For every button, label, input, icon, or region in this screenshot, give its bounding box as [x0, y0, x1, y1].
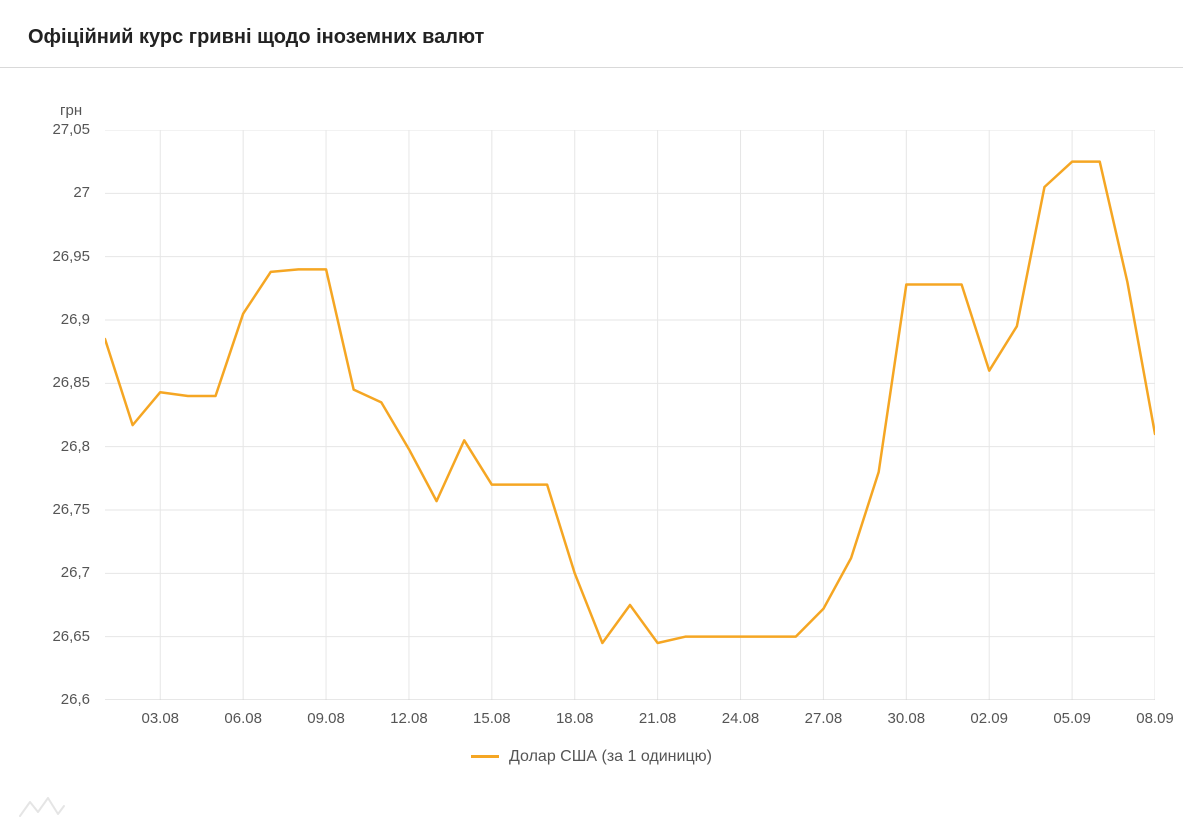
x-tick-label: 05.09	[1053, 710, 1091, 727]
legend-color-swatch	[471, 755, 499, 758]
y-tick-label: 26,7	[0, 564, 90, 581]
y-tick-label: 26,8	[0, 438, 90, 455]
y-tick-label: 26,9	[0, 311, 90, 328]
watermark-logo-icon	[18, 796, 66, 818]
chart-plot-area	[105, 130, 1155, 700]
chart-header: Офіційний курс гривні щодо іноземних вал…	[0, 0, 1183, 68]
y-tick-label: 27,05	[0, 121, 90, 138]
y-tick-label: 26,6	[0, 691, 90, 708]
x-tick-label: 24.08	[722, 710, 760, 727]
x-tick-label: 30.08	[888, 710, 926, 727]
y-tick-label: 27	[0, 184, 90, 201]
x-tick-label: 06.08	[224, 710, 262, 727]
x-tick-label: 09.08	[307, 710, 345, 727]
legend-series-label: Долар США (за 1 одиницю)	[509, 748, 712, 765]
x-tick-label: 21.08	[639, 710, 677, 727]
y-tick-label: 26,65	[0, 628, 90, 645]
y-tick-label: 26,85	[0, 374, 90, 391]
x-tick-label: 15.08	[473, 710, 511, 727]
x-tick-label: 12.08	[390, 710, 428, 727]
y-tick-label: 26,75	[0, 501, 90, 518]
chart-legend: Долар США (за 1 одиницю)	[0, 748, 1183, 766]
y-axis-unit-label: грн	[60, 102, 82, 119]
chart-container: Офіційний курс гривні щодо іноземних вал…	[0, 0, 1183, 828]
x-tick-label: 08.09	[1136, 710, 1174, 727]
x-tick-label: 18.08	[556, 710, 594, 727]
x-tick-label: 02.09	[970, 710, 1008, 727]
y-tick-label: 26,95	[0, 248, 90, 265]
x-tick-label: 27.08	[805, 710, 843, 727]
x-tick-label: 03.08	[141, 710, 179, 727]
chart-title: Офіційний курс гривні щодо іноземних вал…	[28, 26, 484, 49]
